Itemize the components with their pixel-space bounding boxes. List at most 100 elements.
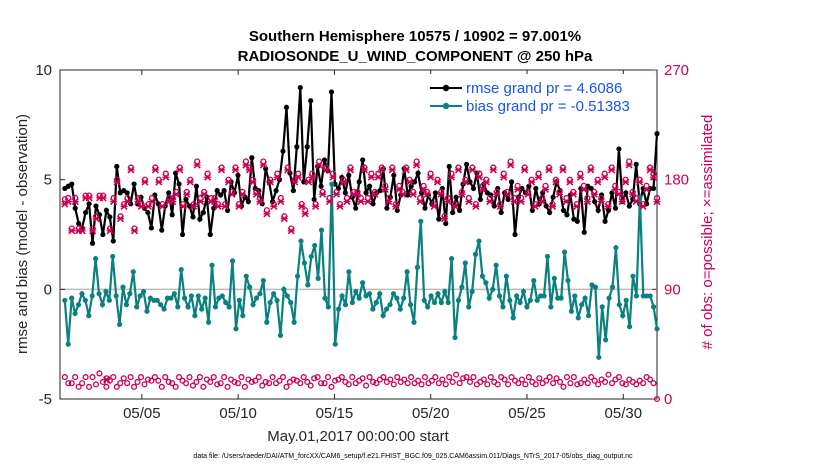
series-1-point xyxy=(449,256,455,262)
obs-assimilated-marker xyxy=(416,198,424,206)
series-1-point xyxy=(72,310,78,317)
obs-assimilated-marker xyxy=(64,198,72,206)
series-1-point xyxy=(154,297,160,303)
obs-assimilated-marker xyxy=(548,202,557,211)
obs-assimilated-marker xyxy=(465,198,473,206)
obs-possible-marker xyxy=(408,374,415,381)
obs-assimilated-marker xyxy=(162,173,170,181)
series-0-point xyxy=(159,227,165,233)
obs-assimilated-marker xyxy=(280,215,288,223)
obs-possible-marker xyxy=(316,158,323,165)
series-0-point xyxy=(145,209,151,216)
obs-assimilated-marker xyxy=(176,166,184,174)
series-1-point xyxy=(212,304,219,310)
series-1-point xyxy=(113,293,119,299)
series-0-point xyxy=(415,170,421,176)
series-1-point xyxy=(223,299,229,306)
obs-assimilated-marker xyxy=(339,178,348,186)
series-1-point xyxy=(650,304,657,310)
obs-assimilated-marker xyxy=(392,202,400,211)
series-0-point xyxy=(432,190,438,196)
obs-possible-marker xyxy=(470,374,477,381)
obs-possible-marker xyxy=(500,170,507,177)
obs-possible-marker xyxy=(158,383,165,390)
legend-bias-label: bias grand pr = -0.51383 xyxy=(466,98,630,115)
obs-possible-marker xyxy=(536,375,543,382)
obs-possible-marker xyxy=(262,378,269,385)
series-0-point xyxy=(100,231,106,238)
series-1-point xyxy=(116,321,123,328)
series-1-point xyxy=(606,295,612,301)
obs-assimilated-marker xyxy=(649,173,658,181)
series-1-point xyxy=(318,227,325,233)
obs-possible-marker xyxy=(65,380,72,387)
obs-possible-marker xyxy=(86,383,93,390)
series-0-point xyxy=(114,163,120,170)
y-right-tick-label: 180 xyxy=(664,172,689,189)
obs-assimilated-marker xyxy=(521,166,529,174)
obs-possible-marker xyxy=(252,377,259,384)
obs-possible-marker xyxy=(321,380,328,387)
obs-possible-marker xyxy=(396,182,403,189)
series-0-point xyxy=(290,188,296,194)
obs-possible-marker xyxy=(401,376,408,383)
series-1-point xyxy=(274,297,280,303)
obs-possible-marker xyxy=(79,380,86,387)
obs-assimilated-marker xyxy=(493,190,501,198)
obs-assimilated-marker xyxy=(85,194,93,202)
obs-assimilated-marker xyxy=(402,166,410,174)
obs-assimilated-marker xyxy=(273,173,281,181)
obs-possible-marker xyxy=(619,194,626,201)
obs-possible-marker xyxy=(221,374,228,381)
y-axis-right-label: # of obs: o=possible; ×=assimilated xyxy=(699,115,716,350)
obs-possible-marker xyxy=(189,382,196,389)
obs-assimilated-marker xyxy=(155,178,163,186)
series-0-point xyxy=(214,188,220,194)
obs-possible-marker xyxy=(72,194,79,201)
series-0-point xyxy=(169,212,175,218)
series-1-point xyxy=(339,293,345,299)
obs-assimilated-marker xyxy=(399,190,407,198)
series-1-point xyxy=(411,319,417,325)
series-0-point xyxy=(235,172,241,178)
obs-possible-marker xyxy=(144,376,151,383)
series-0-point xyxy=(453,194,459,200)
obs-assimilated-marker xyxy=(127,166,135,174)
series-0-point xyxy=(391,172,397,178)
series-1-point xyxy=(366,291,373,297)
obs-assimilated-marker xyxy=(576,173,584,181)
series-1-point xyxy=(630,273,636,279)
obs-assimilated-marker xyxy=(618,198,626,206)
obs-possible-marker xyxy=(224,383,231,390)
series-1-point xyxy=(517,299,523,306)
obs-possible-marker xyxy=(538,194,546,201)
series-1-point xyxy=(472,251,479,257)
series-0-point xyxy=(512,231,518,238)
obs-possible-marker xyxy=(435,380,442,387)
obs-assimilated-marker xyxy=(141,178,149,186)
obs-assimilated-marker xyxy=(346,166,355,174)
obs-assimilated-marker xyxy=(357,198,365,206)
series-1-point xyxy=(168,295,174,301)
obs-possible-marker xyxy=(302,207,309,214)
obs-possible-marker xyxy=(653,395,661,403)
series-1-point xyxy=(483,280,489,286)
obs-possible-marker xyxy=(420,182,427,189)
obs-assimilated-marker xyxy=(507,161,515,169)
obs-possible-marker xyxy=(208,194,215,201)
series-1-point xyxy=(613,245,619,251)
series-1-point xyxy=(380,313,386,319)
series-1-point xyxy=(373,299,379,306)
series-1-point xyxy=(370,306,376,312)
series-1-point xyxy=(209,262,215,268)
series-0-point xyxy=(623,190,629,196)
obs-possible-marker xyxy=(197,194,204,201)
obs-possible-marker xyxy=(598,194,605,201)
obs-possible-marker xyxy=(148,194,155,201)
obs-possible-marker xyxy=(338,374,345,381)
obs-assimilated-marker xyxy=(541,185,550,193)
obs-possible-marker xyxy=(196,374,203,381)
series-0-point xyxy=(616,146,622,152)
obs-possible-marker xyxy=(211,194,218,201)
obs-possible-marker xyxy=(476,170,483,177)
